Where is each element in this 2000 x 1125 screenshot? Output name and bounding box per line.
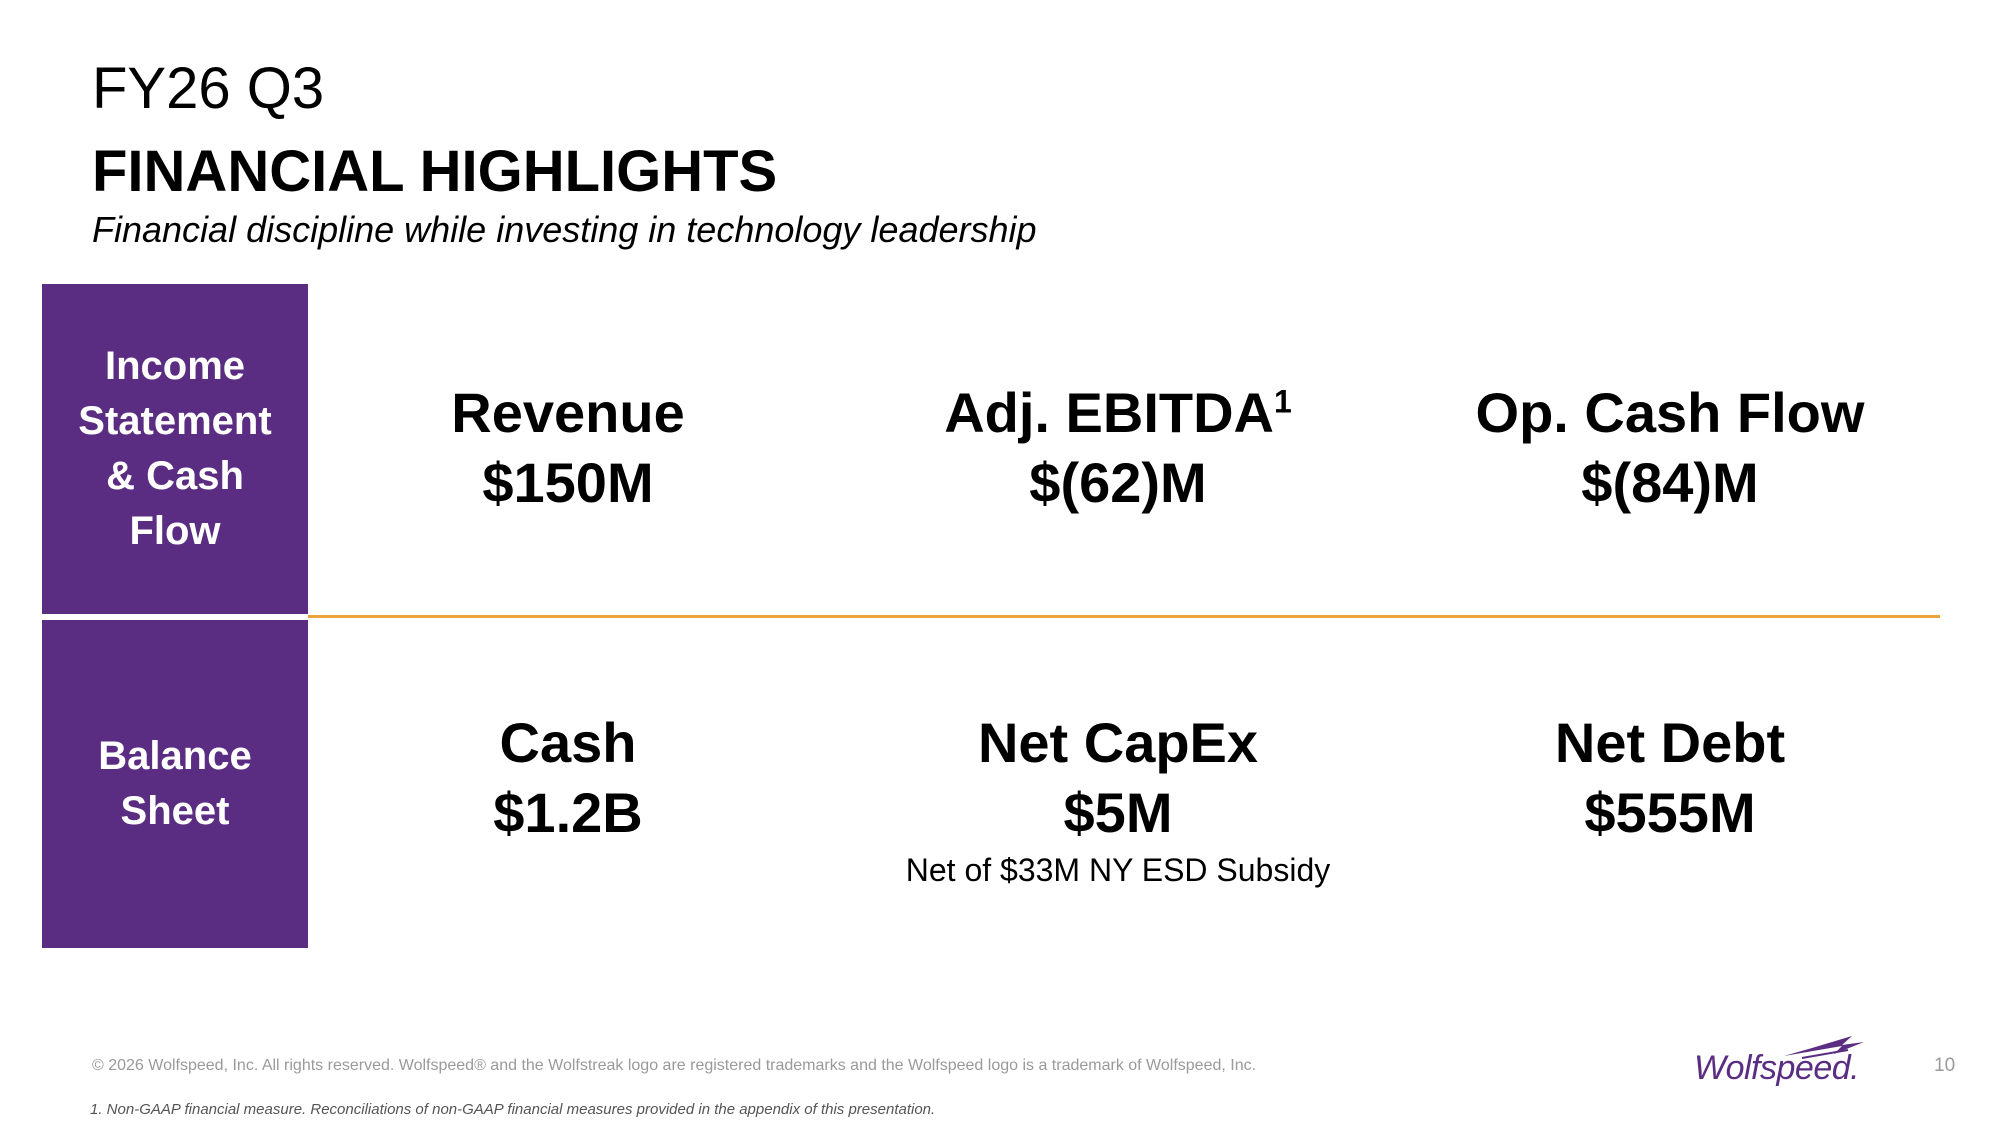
metric-value: $5M: [1063, 781, 1173, 844]
metric-label: Op. Cash Flow: [1475, 381, 1865, 444]
footnote-marker: 1: [1273, 383, 1292, 420]
metric-value: $555M: [1584, 781, 1756, 844]
metric-note: Net of $33M NY ESD Subsidy: [905, 852, 1331, 888]
metric-value: $150M: [482, 451, 654, 514]
metric-net-debt: Net Debt $555M: [1410, 708, 1930, 848]
metric-adj-ebitda: Adj. EBITDA1 $(62)M: [858, 378, 1378, 518]
section-label-income-statement: Income Statement & Cash Flow: [42, 284, 308, 614]
copyright-notice: © 2026 Wolfspeed, Inc. All rights reserv…: [92, 1057, 1257, 1074]
section-label-income-text: Income Statement & Cash Flow: [78, 343, 272, 554]
metric-label: Cash: [499, 711, 637, 774]
metric-op-cash-flow: Op. Cash Flow $(84)M: [1410, 378, 1930, 518]
metric-label-wrap: Adj. EBITDA1: [858, 378, 1378, 448]
page-subtitle: Financial discipline while investing in …: [92, 209, 1037, 250]
wolfstreak-icon: [1784, 1036, 1864, 1059]
section-divider: [308, 615, 1940, 618]
page-title: FINANCIAL HIGHLIGHTS: [92, 139, 778, 204]
metric-label: Net Debt: [1554, 711, 1786, 774]
metric-value: $(62)M: [1029, 451, 1207, 514]
metric-cash: Cash $1.2B: [308, 708, 828, 848]
metric-value: $1.2B: [493, 781, 643, 844]
title-period: FY26 Q3: [92, 56, 325, 121]
wolfspeed-logo: Wolfspeed.: [1694, 1034, 1866, 1090]
metric-label: Adj. EBITDA: [944, 381, 1274, 444]
footnote: 1. Non-GAAP financial measure. Reconcili…: [90, 1101, 936, 1118]
page-number: 10: [1934, 1055, 1956, 1076]
metric-label: Revenue: [451, 381, 685, 444]
metric-value: $(84)M: [1581, 451, 1759, 514]
metric-net-capex: Net CapEx $5M Net of $33M NY ESD Subsidy: [858, 708, 1378, 890]
section-label-balance-text: Balance Sheet: [98, 733, 252, 833]
metric-label: Net CapEx: [977, 711, 1259, 774]
metric-revenue: Revenue $150M: [308, 378, 828, 518]
logo-wordmark: Wolfspeed.: [1694, 1049, 1860, 1087]
section-label-balance-sheet: Balance Sheet: [42, 620, 308, 948]
